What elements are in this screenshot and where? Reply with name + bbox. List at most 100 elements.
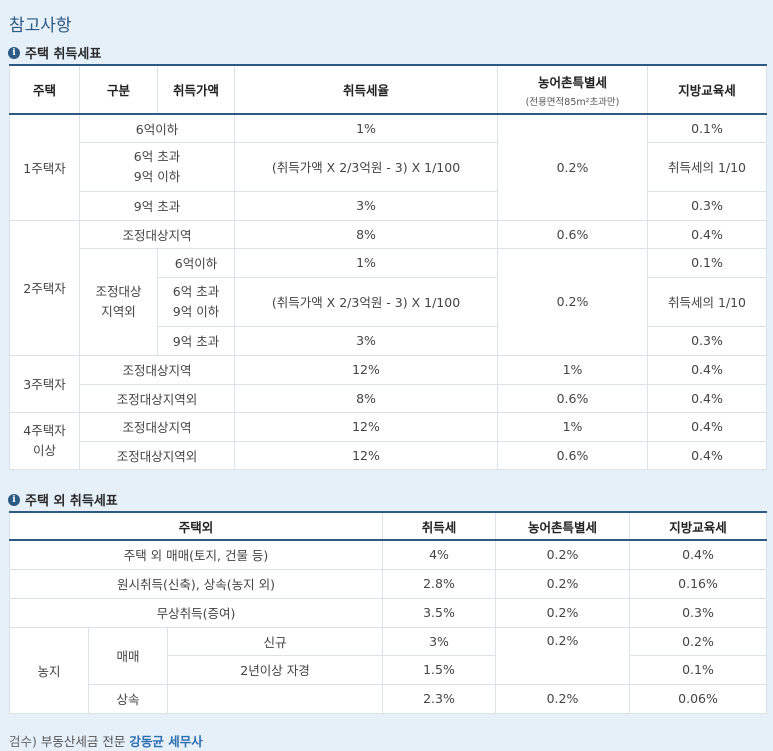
row-edu: 0.3% [629, 597, 767, 628]
four-nonadj-rate: 12% [234, 440, 498, 470]
header-rural2: 농어촌특별세 [495, 511, 630, 541]
table-row: 조정대상 지역외 6억이하 1% 0.2% 0.1% [10, 247, 767, 356]
farmland-label: 농지 [9, 626, 89, 714]
table-row: 1주택자 6억이하 1% 0.2% 0.1% [9, 113, 767, 221]
row-label: 원시취득(신축), 상속(농지 외) [9, 568, 383, 599]
three-house-label: 3주택자 [9, 354, 80, 413]
farmland-new-tax: 3% [382, 626, 496, 656]
table-row: 9억 초과 3% 0.3% [10, 190, 767, 221]
two-r3-rate: 3% [234, 325, 498, 356]
four-adj-edu: 0.4% [647, 411, 767, 442]
four-adj-cat: 조정대상지역 [79, 411, 235, 442]
table-row: 상속 2.3% 0.2% 0.06% [10, 683, 767, 714]
table-row: 원시취득(신축), 상속(농지 외) 2.8% 0.2% 0.16% [9, 568, 767, 599]
table-row: 주택 외 매매(토지, 건물 등) 4% 0.2% 0.4% [9, 539, 767, 570]
two-rural: 0.2% [497, 247, 648, 356]
table-row: 6억 초과 9억 이하 (취득가액 X 2/3억원 - 3) X 1/100 취… [10, 276, 767, 327]
one-r1-cat: 6억이하 [79, 113, 235, 143]
four-nonadj-cat: 조정대상지역외 [79, 440, 235, 470]
farmland-self-label: 2년이상 자경 [167, 654, 383, 685]
row-label: 무상취득(증여) [9, 597, 383, 628]
farmland-self-edu: 0.1% [629, 654, 767, 685]
header-price: 취득가액 [157, 64, 235, 115]
farmland-self-tax: 1.5% [382, 654, 496, 685]
two-adj-rural: 0.6% [497, 219, 648, 249]
table-row: 4주택자 이상 조정대상지역 12% 1% 0.4% [9, 411, 767, 470]
two-nonadj-cat: 조정대상 지역외 [79, 247, 158, 356]
farmland-new-label: 신규 [167, 626, 383, 656]
four-nonadj-edu: 0.4% [647, 440, 767, 470]
row-tax: 3.5% [382, 597, 496, 628]
farmland-new-edu: 0.2% [629, 626, 767, 656]
three-adj-cat: 조정대상지역 [79, 354, 235, 385]
four-house-label: 4주택자 이상 [9, 411, 80, 470]
three-adj-rural: 1% [497, 354, 648, 385]
farmland-inherit: 상속 [88, 683, 168, 714]
table-row: 3주택자 조정대상지역 12% 1% 0.4% [9, 354, 767, 413]
section-title-text: 주택 취득세표 [25, 47, 102, 62]
farmland-trade: 매매 [88, 626, 168, 685]
table-row: 9억 초과 3% 0.3% [10, 325, 767, 356]
header-edu2: 지방교육세 [629, 511, 767, 541]
two-r1-price: 6억이하 [157, 247, 235, 278]
one-r3-edu: 0.3% [647, 190, 767, 221]
three-adj-edu: 0.4% [647, 354, 767, 385]
row-rural: 0.2% [495, 568, 630, 599]
reviewer-name: 강동균 세무사 [129, 734, 203, 749]
two-adj-rate: 8% [234, 219, 498, 249]
header-rate: 취득세율 [234, 64, 498, 115]
info-icon: i [8, 493, 20, 506]
one-r1-edu: 0.1% [647, 113, 767, 143]
farmland-inherit-edu: 0.06% [629, 683, 767, 714]
row-edu: 0.16% [629, 568, 767, 599]
header-rural-sub: (전용면적85m²초과만) [525, 96, 620, 108]
one-r3-rate: 3% [234, 190, 498, 221]
farmland-inherit-rural: 0.2% [495, 683, 630, 714]
section-title-text: 주택 외 취득세표 [25, 494, 118, 509]
section-title-housing: i 주택 취득세표 [8, 43, 101, 62]
header-category: 구분 [79, 64, 158, 115]
credit-text: 부동산세금 전문 [40, 734, 126, 749]
non-housing-tax-table: 주택외 취득세 농어촌특별세 지방교육세 주택 외 매매(토지, 건물 등) 4… [9, 511, 767, 714]
table-row: 2주택자 조정대상지역 8% 0.6% 0.4% [9, 219, 767, 356]
table-row: 무상취득(증여) 3.5% 0.2% 0.3% [9, 597, 767, 628]
two-r3-edu: 0.3% [647, 325, 767, 356]
table-row: 조정대상지역외 12% 0.6% 0.4% [10, 440, 767, 470]
section-title-non-housing: i 주택 외 취득세표 [8, 490, 118, 509]
farmland-inherit-empty [167, 683, 383, 714]
housing-tax-table: 주택 구분 취득가액 취득세율 농어촌특별세 (전용면적85m²초과만) 지방교… [9, 64, 767, 470]
two-r3-price: 9억 초과 [157, 325, 235, 356]
table-row: 6억 초과 9억 이하 (취득가액 X 2/3억원 - 3) X 1/100 취… [10, 141, 767, 192]
one-r2-cat: 6억 초과 9억 이하 [79, 141, 235, 192]
header-edu: 지방교육세 [647, 64, 767, 115]
three-nonadj-rural: 0.6% [497, 383, 648, 413]
four-nonadj-rural: 0.6% [497, 440, 648, 470]
header-non-housing: 주택외 [9, 511, 383, 541]
two-adj-edu: 0.4% [647, 219, 767, 249]
page-title: 참고사항 [9, 16, 72, 36]
header-rural-label: 농어촌특별세 [537, 74, 607, 90]
reviewer-credit: 검수) 부동산세금 전문 강동균 세무사 [9, 731, 203, 750]
row-tax: 4% [382, 539, 496, 570]
one-r2-rate: (취득가액 X 2/3억원 - 3) X 1/100 [234, 141, 498, 192]
farmland-trade-rural: 0.2% [495, 626, 630, 685]
three-adj-rate: 12% [234, 354, 498, 385]
three-nonadj-edu: 0.4% [647, 383, 767, 413]
credit-prefix: 검수) [9, 734, 37, 749]
table-row: 2년이상 자경 1.5% 0.1% [10, 654, 767, 685]
two-house-label: 2주택자 [9, 219, 80, 356]
table-row: 농지 매매 신규 3% 0.2% 0.2% [9, 626, 767, 714]
row-tax: 2.8% [382, 568, 496, 599]
two-r1-edu: 0.1% [647, 247, 767, 278]
table-row: 조정대상지역외 8% 0.6% 0.4% [10, 383, 767, 413]
header-rural: 농어촌특별세 (전용면적85m²초과만) [497, 64, 648, 115]
one-r1-rate: 1% [234, 113, 498, 143]
header-housing: 주택 [9, 64, 80, 115]
one-rural: 0.2% [497, 113, 648, 221]
one-r2-edu: 취득세의 1/10 [647, 141, 767, 192]
one-r3-cat: 9억 초과 [79, 190, 235, 221]
three-nonadj-cat: 조정대상지역외 [79, 383, 235, 413]
row-label: 주택 외 매매(토지, 건물 등) [9, 539, 383, 570]
one-house-label: 1주택자 [9, 113, 80, 221]
row-edu: 0.4% [629, 539, 767, 570]
